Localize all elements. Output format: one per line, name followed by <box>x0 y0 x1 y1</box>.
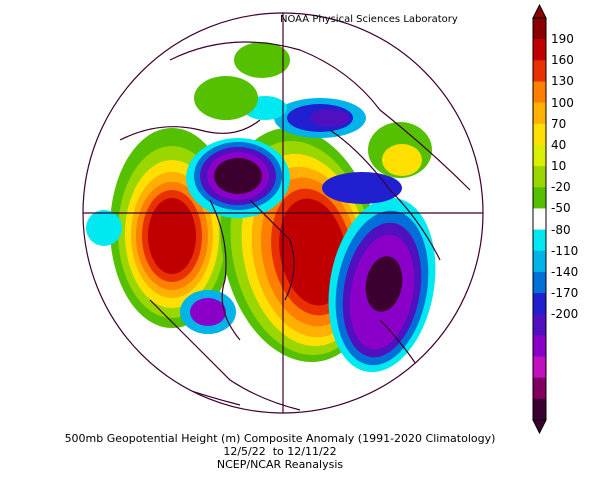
colorbar-swatch <box>533 81 546 104</box>
colorbar-swatch <box>533 39 546 61</box>
colorbar-swatch <box>533 271 546 294</box>
colorbar-tick-label: -50 <box>551 201 571 216</box>
colorbar-tick-label: 10 <box>551 159 567 174</box>
colorbar-tick-label: 160 <box>551 53 574 68</box>
negative-anomaly-scandinavia <box>274 98 366 138</box>
colorbar-swatch <box>533 250 546 273</box>
colorbar-max-arrow <box>532 3 547 19</box>
colorbar-tick-label: -140 <box>551 264 579 279</box>
source-label: NOAA Physical Sciences Laboratory <box>280 14 458 25</box>
colorbar-swatch <box>533 356 546 379</box>
colorbar-swatch <box>533 398 546 421</box>
colorbar-swatch <box>533 123 546 146</box>
colorbar-swatch <box>533 144 546 167</box>
colorbar-swatch <box>533 229 546 252</box>
colorbar-tick-label: -20 <box>551 180 571 195</box>
caption-dates: 12/5/22 to 12/11/22 <box>223 445 337 458</box>
colorbar-min-arrow <box>532 419 547 435</box>
colorbar-tick-label: 70 <box>551 116 567 131</box>
caption-source: NCEP/NCAR Reanalysis <box>216 458 344 471</box>
caption-title: 500mb Geopotential Height (m) Composite … <box>64 432 496 445</box>
colorbar-tick-label: -80 <box>551 222 571 237</box>
colorbar-swatch <box>533 18 546 40</box>
colorbar-swatch <box>533 314 546 336</box>
anomaly-map <box>82 12 484 414</box>
colorbar-swatch <box>533 187 546 209</box>
colorbar-swatch <box>533 102 546 125</box>
colorbar-swatch <box>533 166 546 188</box>
colorbar-tick-label: 100 <box>551 95 574 110</box>
colorbar-swatch <box>533 377 546 400</box>
colorbar-swatch <box>533 293 546 315</box>
colorbar: 190 160 130 100 70 40 10 -20 -50 -80 -110 -140 -170 -… <box>526 0 590 445</box>
colorbar-swatch <box>533 335 546 358</box>
colorbar-tick-label: -170 <box>551 286 579 301</box>
negative-anomaly-siberia <box>186 138 290 218</box>
colorbar-tick-label: 130 <box>551 74 574 89</box>
colorbar-tick-label: 40 <box>551 137 567 152</box>
colorbar-tick-label: 190 <box>551 32 574 47</box>
colorbar-tick-label: -200 <box>551 307 579 322</box>
map-caption: 500mb Geopotential Height (m) Composite … <box>0 432 560 471</box>
negative-anomaly-north-atlantic <box>328 197 436 373</box>
colorbar-swatch <box>533 60 546 82</box>
colorbar-swatch <box>533 208 546 231</box>
colorbar-tick-label: -110 <box>551 243 579 258</box>
